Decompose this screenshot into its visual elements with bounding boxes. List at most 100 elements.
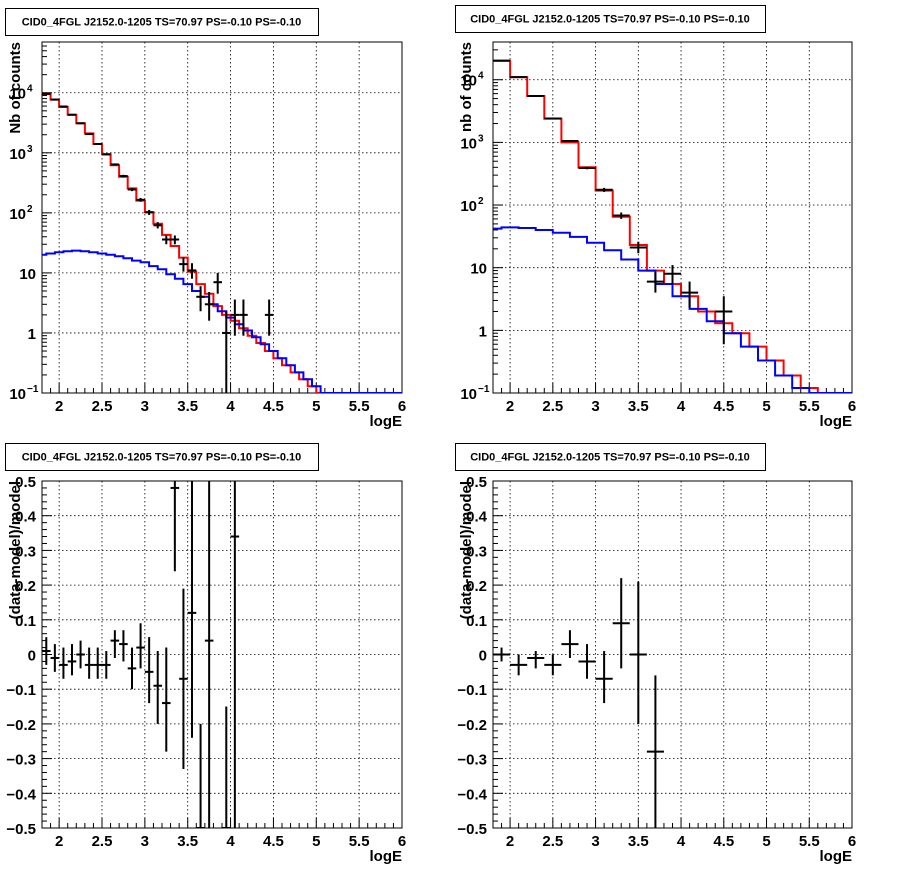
y-tick-label: −0.5 <box>457 821 487 838</box>
y-tick-label: 10 <box>9 146 26 163</box>
y-tick-label: 0.5 <box>15 474 36 491</box>
y-tick-label: 0.2 <box>15 578 36 595</box>
chart-title: CID0_4FGL J2152.0-1205 TS=70.97 PS=-0.10… <box>470 14 750 26</box>
data-point <box>170 481 180 572</box>
y-tick-label: −0.1 <box>6 682 36 699</box>
y-tick-label: −0.1 <box>457 682 487 699</box>
background-model-step-line <box>493 226 852 393</box>
y-tick-exponent: 4 <box>478 71 484 82</box>
y-tick-label: 0 <box>479 648 487 665</box>
y-axis-label: (data-model)/model <box>7 481 24 619</box>
y-tick-exponent: 3 <box>478 133 484 144</box>
plot-area <box>42 92 402 393</box>
plot-area <box>42 481 240 828</box>
y-tick-label: 0.3 <box>15 543 36 560</box>
data-point <box>50 644 60 672</box>
x-tick-label: 5 <box>762 398 770 415</box>
data-point <box>222 706 231 828</box>
data-point <box>646 272 664 293</box>
data-point <box>561 630 579 658</box>
y-tick-exponent: 2 <box>478 196 484 207</box>
x-tick-label: 2 <box>55 398 63 415</box>
y-tick-label: −0.3 <box>457 752 487 769</box>
y-tick-label: 0.3 <box>466 543 487 560</box>
x-tick-label: 3 <box>141 833 149 850</box>
y-tick-label: 1 <box>479 323 487 340</box>
x-tick-label: 5 <box>312 833 320 850</box>
data-point <box>187 481 197 738</box>
plot-frame <box>492 41 853 394</box>
y-tick-label: 0.4 <box>15 509 37 526</box>
data-point <box>76 640 85 669</box>
data-point <box>170 235 180 245</box>
data-point <box>119 174 128 178</box>
data-point <box>179 588 188 770</box>
y-tick-label: −0.3 <box>6 752 36 769</box>
data-point <box>544 654 562 676</box>
x-tick-label: 4.5 <box>263 398 284 415</box>
data-point <box>493 647 511 662</box>
data-point <box>239 299 248 336</box>
y-tick-label: −0.2 <box>457 717 487 734</box>
x-tick-label: 2.5 <box>542 833 563 850</box>
data-point <box>102 651 111 679</box>
title-box <box>5 8 319 36</box>
y-tick-label: 0.1 <box>15 613 36 630</box>
x-tick-label: 5 <box>312 398 320 415</box>
x-tick-label: 3 <box>591 833 599 850</box>
x-axis-label: logE <box>820 848 853 865</box>
y-tick-label: −0.5 <box>6 821 36 838</box>
data-point <box>544 117 562 120</box>
title-box <box>455 443 766 471</box>
data-point <box>222 311 231 393</box>
x-tick-label: 2 <box>506 833 514 850</box>
y-tick-label: 10 <box>460 73 477 90</box>
data-point <box>595 651 613 704</box>
x-tick-label: 3.5 <box>628 833 649 850</box>
data-point <box>84 133 94 136</box>
data-point <box>187 263 197 279</box>
y-tick-label: 10 <box>460 198 477 215</box>
data-point <box>179 257 188 272</box>
x-tick-label: 5 <box>762 833 770 850</box>
data-point <box>50 98 60 101</box>
x-tick-label: 6 <box>398 398 406 415</box>
data-point <box>59 647 68 679</box>
data-point <box>102 153 111 156</box>
data-point <box>42 637 51 665</box>
chart-panel-4: CID0_4FGL J2152.0-1205 TS=70.97 PS=-0.10… <box>455 443 856 865</box>
data-point <box>715 296 733 345</box>
x-tick-label: 4 <box>677 833 686 850</box>
y-tick-exponent: −1 <box>27 384 39 395</box>
background-model-step-line <box>42 249 402 393</box>
data-point <box>681 281 699 308</box>
grid <box>42 42 402 393</box>
x-tick-label: 3 <box>591 398 599 415</box>
data-point <box>204 292 214 321</box>
data-point <box>527 94 545 97</box>
data-point <box>93 647 102 679</box>
data-point <box>110 630 120 658</box>
data-point <box>127 647 137 690</box>
data-point <box>561 140 579 143</box>
data-point <box>264 299 274 336</box>
grid <box>42 481 402 828</box>
x-axis-label: logE <box>370 848 403 865</box>
data-point <box>76 122 85 125</box>
chart-panel-3: CID0_4FGL J2152.0-1205 TS=70.97 PS=-0.10… <box>5 443 406 865</box>
y-axis-label: Nb of counts <box>7 42 24 134</box>
y-tick-label: 10 <box>9 206 26 223</box>
data-point <box>144 209 154 216</box>
data-point <box>510 76 528 79</box>
data-point <box>127 187 137 192</box>
x-tick-label: 6 <box>848 398 856 415</box>
data-point <box>196 723 205 828</box>
x-tick-label: 3.5 <box>177 833 198 850</box>
x-tick-label: 4 <box>677 398 686 415</box>
data-point <box>196 286 205 312</box>
data-point <box>230 299 240 336</box>
y-tick-exponent: 2 <box>27 204 33 215</box>
y-tick-label: 10 <box>470 261 487 278</box>
x-tick-label: 5.5 <box>349 398 370 415</box>
